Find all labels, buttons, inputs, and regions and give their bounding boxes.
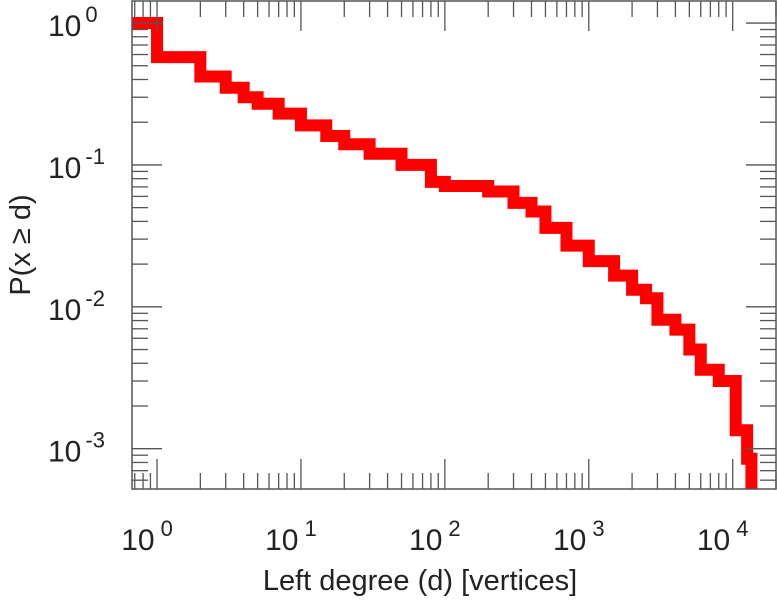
x-tick-label: 10 2 (409, 516, 461, 557)
y-axis-label: P(x ≥ d) (5, 194, 37, 295)
y-tick-label: 10 -2 (48, 286, 105, 327)
y-tick-label: 10 0 (48, 2, 98, 43)
series-layer (132, 17, 758, 489)
x-tick-label: 10 4 (697, 516, 749, 557)
x-tick-label: 10 3 (553, 516, 605, 557)
series-line (132, 17, 758, 489)
x-axis-label: Left degree (d) [vertices] (263, 565, 577, 597)
y-tick-label: 10 -1 (48, 144, 105, 185)
plot-frame (131, 0, 777, 490)
x-tick-label: 10 1 (265, 516, 317, 557)
x-tick-label: 10 0 (121, 516, 173, 557)
y-tick-label: 10 -3 (48, 428, 105, 469)
axes-layer: 10 0 10 1 10 2 10 3 10 4 10 0 10 -1 10 -2 10 -3 (48, 0, 777, 557)
